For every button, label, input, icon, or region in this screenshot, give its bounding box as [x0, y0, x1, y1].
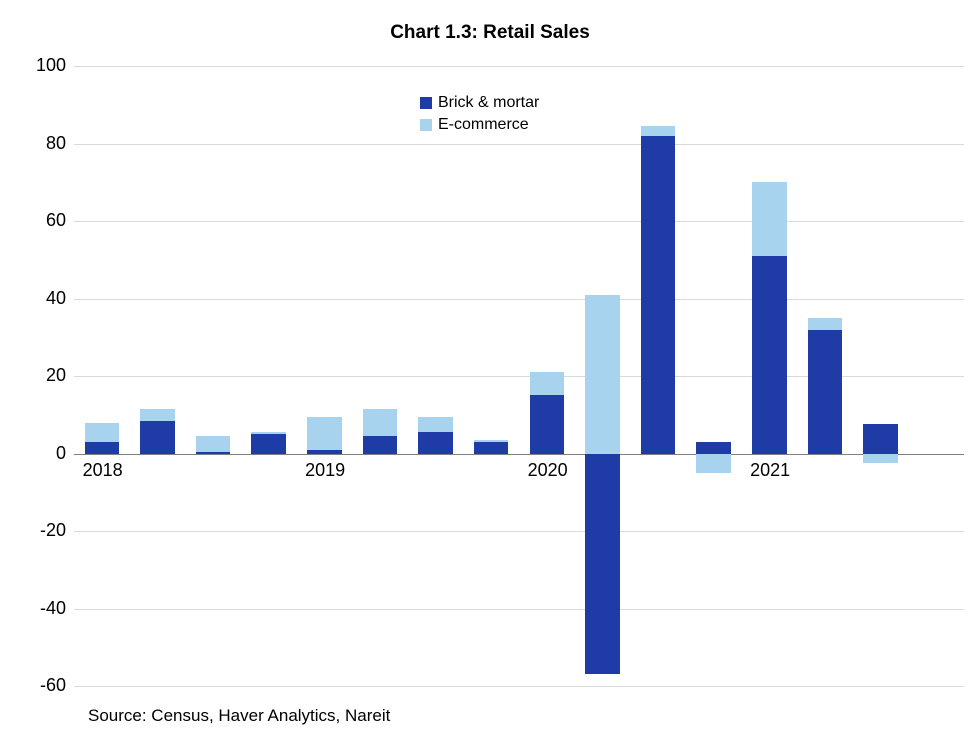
gridline	[74, 686, 964, 687]
zero-line	[74, 454, 964, 455]
bar-segment-brick	[418, 432, 452, 453]
gridline	[74, 609, 964, 610]
bar-segment-brick	[363, 436, 397, 453]
bar-segment-ecom	[251, 432, 285, 434]
bar-segment-ecom	[140, 409, 174, 421]
bar-segment-brick	[251, 434, 285, 453]
plot-area: -60-40-200204060801002018201920202021	[74, 66, 964, 686]
bar-segment-ecom	[307, 417, 341, 450]
xtick-label: 2018	[83, 460, 123, 481]
ytick-label: 40	[12, 288, 66, 309]
retail-sales-chart: Chart 1.3: Retail Sales -60 -40 -20 0 20 40 60…	[0, 0, 980, 756]
gridline	[74, 144, 964, 145]
bar-segment-ecom	[363, 409, 397, 436]
source-note: Source: Census, Haver Analytics, Nareit	[88, 706, 390, 726]
bar-segment-brick	[140, 421, 174, 454]
legend-label: Brick & mortar	[438, 94, 539, 112]
legend-item-ecom: E-commerce	[420, 116, 539, 134]
ytick-label: -40	[12, 598, 66, 619]
ytick-label: -20	[12, 520, 66, 541]
bar-segment-brick	[307, 450, 341, 454]
bar-segment-ecom	[585, 295, 619, 454]
gridline	[74, 66, 964, 67]
xtick-label: 2019	[305, 460, 345, 481]
bar-segment-brick	[85, 442, 119, 454]
bar-segment-ecom	[641, 126, 675, 136]
bar-segment-ecom	[530, 372, 564, 395]
bar-segment-ecom	[85, 423, 119, 442]
bar-segment-brick	[752, 256, 786, 454]
ytick-label: -60	[12, 675, 66, 696]
bar-segment-ecom	[196, 436, 230, 452]
xtick-label: 2021	[750, 460, 790, 481]
xtick-label: 2020	[528, 460, 568, 481]
bar-segment-ecom	[696, 454, 730, 473]
bar-segment-ecom	[863, 454, 897, 464]
chart-title: Chart 1.3: Retail Sales	[0, 22, 980, 44]
bar-segment-brick	[585, 454, 619, 675]
legend-swatch	[420, 97, 432, 109]
bar-segment-brick	[696, 442, 730, 454]
bar-segment-brick	[808, 330, 842, 454]
bar-segment-brick	[863, 424, 897, 453]
legend-label: E-commerce	[438, 116, 529, 134]
ytick-label: 100	[12, 55, 66, 76]
ytick-label: 60	[12, 210, 66, 231]
ytick-label: 20	[12, 365, 66, 386]
bar-segment-ecom	[474, 440, 508, 442]
gridline	[74, 221, 964, 222]
bar-segment-brick	[474, 442, 508, 454]
bar-segment-brick	[530, 395, 564, 453]
bar-segment-ecom	[418, 417, 452, 433]
legend-item-brick: Brick & mortar	[420, 94, 539, 112]
ytick-label: 0	[12, 443, 66, 464]
bar-segment-ecom	[808, 318, 842, 330]
gridline	[74, 299, 964, 300]
bar-segment-ecom	[752, 182, 786, 256]
chart-legend: Brick & mortar E-commerce	[420, 94, 539, 138]
ytick-label: 80	[12, 133, 66, 154]
bar-segment-brick	[641, 136, 675, 454]
legend-swatch	[420, 119, 432, 131]
bar-segment-brick	[196, 452, 230, 454]
gridline	[74, 531, 964, 532]
